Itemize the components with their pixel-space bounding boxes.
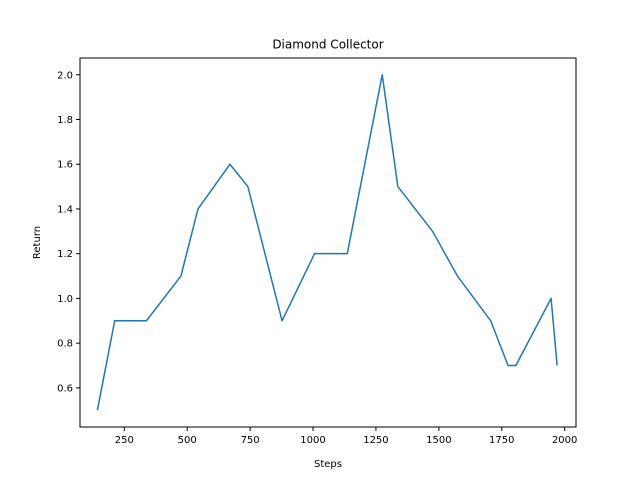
x-tick-label: 2000: [552, 435, 577, 446]
x-tick-label: 1000: [300, 435, 325, 446]
plot-frame: [79, 57, 577, 428]
y-tick-label: 0.6: [57, 383, 73, 394]
x-axis-label: Steps: [314, 459, 342, 470]
series-layer: [96, 74, 558, 411]
y-axis-label: Return: [32, 226, 43, 259]
x-tick-label: 1250: [363, 435, 388, 446]
y-tick-label: 1.6: [57, 160, 73, 171]
x-tick-label: 1750: [489, 435, 514, 446]
x-axis-ticks: 250 500 750 1000 1250 1500 1750 2000: [115, 427, 577, 446]
y-tick-label: 1.4: [57, 204, 73, 215]
y-tick-label: 1.2: [57, 249, 73, 260]
y-tick-label: 0.8: [57, 339, 73, 350]
chart-title: Diamond Collector: [272, 38, 383, 52]
y-axis-ticks: 0.6 0.8 1.0 1.2 1.4 1.6 1.8 2.0: [57, 70, 80, 394]
x-tick-label: 500: [178, 435, 197, 446]
x-tick-label: 1500: [426, 435, 451, 446]
y-tick-label: 1.8: [57, 115, 73, 126]
series-line: [96, 74, 558, 411]
x-tick-label: 750: [241, 435, 260, 446]
y-tick-label: 2.0: [57, 70, 73, 81]
y-tick-label: 1.0: [57, 294, 73, 305]
x-tick-label: 250: [115, 435, 134, 446]
